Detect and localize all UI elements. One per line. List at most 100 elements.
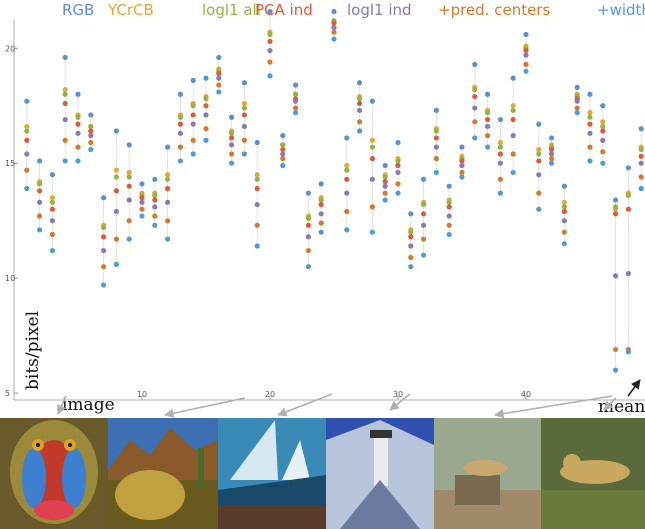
arrow — [494, 395, 613, 419]
point — [356, 96, 363, 102]
point — [408, 211, 414, 217]
point — [254, 185, 260, 192]
point — [177, 121, 183, 127]
point — [241, 151, 247, 157]
point — [177, 144, 183, 150]
point — [228, 151, 235, 157]
point — [433, 169, 439, 176]
point — [203, 126, 209, 132]
legend-entry: +widths — [597, 1, 645, 19]
point — [356, 119, 363, 125]
arrow — [164, 397, 246, 418]
point — [433, 107, 439, 113]
point — [190, 137, 196, 143]
y-tick-label: 10 — [5, 274, 15, 283]
point — [548, 156, 555, 162]
point — [612, 204, 619, 210]
point — [164, 185, 171, 192]
point — [24, 123, 30, 130]
point — [113, 188, 119, 194]
point — [241, 137, 247, 143]
point — [177, 158, 183, 164]
point — [36, 158, 43, 164]
point — [24, 137, 30, 143]
point — [49, 231, 55, 238]
x-tick-label: 20 — [265, 390, 275, 399]
point — [536, 151, 542, 157]
point — [305, 222, 311, 228]
point — [497, 176, 503, 182]
point — [356, 107, 363, 113]
point — [267, 31, 273, 38]
point — [472, 87, 478, 93]
point — [62, 54, 68, 61]
point — [228, 160, 235, 166]
point — [190, 103, 196, 109]
point — [382, 183, 388, 189]
point — [548, 146, 555, 153]
point — [395, 139, 401, 146]
point — [126, 174, 132, 180]
point — [241, 80, 247, 86]
point — [510, 116, 516, 123]
legend-entry: YCrCB — [107, 1, 154, 19]
point — [433, 156, 439, 162]
point — [408, 243, 414, 249]
point — [88, 123, 94, 130]
point — [382, 190, 388, 196]
point — [523, 47, 529, 54]
point — [75, 121, 81, 127]
point — [523, 31, 529, 38]
point — [356, 80, 363, 86]
point — [484, 133, 491, 139]
point — [459, 158, 465, 164]
point — [638, 174, 644, 180]
point — [139, 199, 145, 205]
legend-entry: PCA ind — [255, 1, 313, 19]
point — [548, 151, 555, 157]
point — [203, 96, 209, 102]
point — [600, 160, 606, 166]
point — [49, 206, 55, 212]
axes — [13, 20, 645, 401]
x-axis-label: image — [62, 395, 115, 415]
point — [382, 162, 388, 169]
point — [408, 229, 414, 235]
point — [420, 211, 427, 217]
point — [177, 91, 183, 97]
point — [369, 204, 375, 210]
x-tick-label: 10 — [137, 390, 147, 399]
point — [536, 190, 542, 196]
ticks: 5 10 15 20 10 20 30 40 — [5, 44, 531, 400]
point — [600, 149, 606, 155]
point — [216, 82, 222, 88]
point — [536, 146, 542, 153]
point — [587, 130, 593, 136]
point — [62, 91, 68, 97]
point — [638, 153, 644, 159]
point — [177, 130, 183, 136]
point — [638, 185, 644, 192]
point — [446, 183, 452, 189]
point — [433, 144, 439, 150]
point — [164, 144, 171, 150]
point — [536, 158, 542, 164]
point — [100, 264, 107, 270]
point — [395, 162, 401, 169]
mean-annotation: mean — [598, 397, 645, 417]
point — [75, 130, 81, 136]
point — [280, 156, 286, 162]
point — [382, 179, 388, 185]
point — [62, 116, 68, 123]
point — [152, 222, 158, 228]
point — [625, 165, 631, 171]
point — [228, 130, 235, 136]
point — [420, 201, 427, 208]
point — [305, 264, 311, 270]
point — [267, 38, 273, 44]
point — [382, 174, 388, 180]
point — [510, 103, 516, 109]
point — [612, 273, 619, 279]
